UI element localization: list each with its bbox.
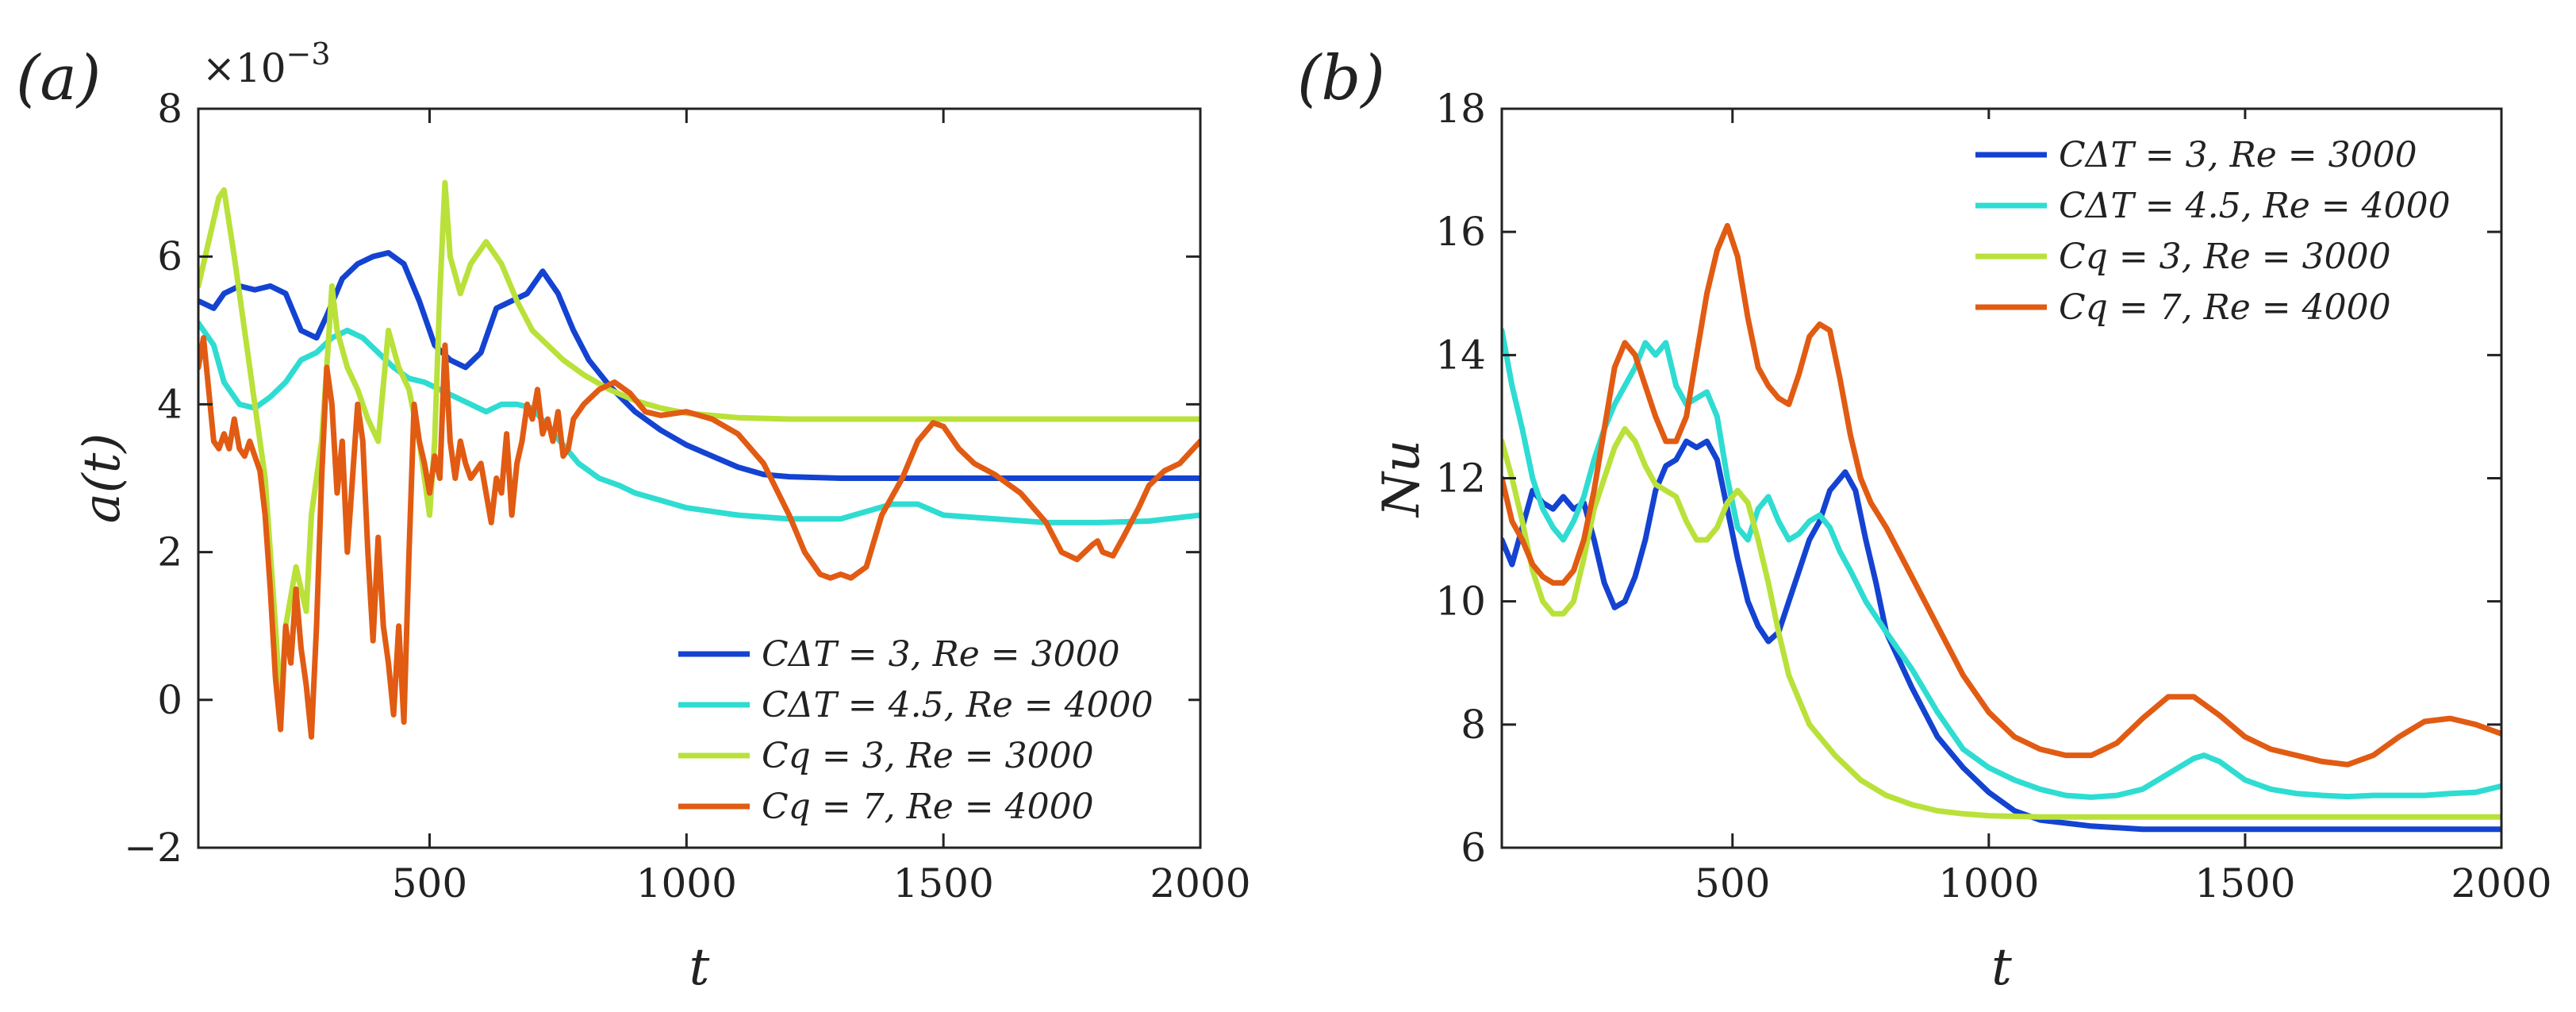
series-group — [1502, 222, 2501, 833]
x-axis-label: t — [1991, 938, 2012, 997]
x-axis-label: t — [689, 938, 710, 997]
y-multiplier-base: ×10 — [202, 45, 286, 91]
y-tick-label: 8 — [1461, 702, 1486, 748]
legend-entry: CΔT = 3, Re = 3000 — [2059, 135, 2417, 175]
legend: CΔT = 3, Re = 3000 CΔT = 4.5, Re = 4000 Cq… — [669, 629, 1188, 833]
y-tick-label: 6 — [157, 233, 182, 279]
y-multiplier-exponent: −3 — [286, 37, 331, 71]
series-line-2 — [198, 320, 1200, 525]
x-tick-label: 2000 — [1150, 860, 1250, 906]
y-multiplier: ×10−3 — [202, 37, 331, 91]
x-tick-label: 500 — [392, 860, 467, 906]
x-tick-label: 2000 — [2451, 860, 2551, 906]
series-line-3 — [1502, 425, 2501, 820]
y-tick-label: 0 — [157, 677, 182, 723]
panel-label: (a) — [16, 43, 101, 114]
plot-frame — [197, 107, 1202, 849]
y-tick-label: 4 — [157, 381, 182, 427]
x-tick-label: 1500 — [2194, 860, 2295, 906]
chart-panel-a: 500 1000 1500 2000 −2 0 2 4 6 8 t a(t) (a) ×10−3 CΔT =… — [16, 37, 1251, 997]
series-line-1 — [1502, 438, 2501, 833]
series-line-4 — [1502, 222, 2501, 768]
x-tick-label: 1000 — [1938, 860, 2039, 906]
x-tick-label: 500 — [1695, 860, 1770, 906]
legend-entry: CΔT = 3, Re = 3000 — [762, 634, 1120, 675]
legend: CΔT = 3, Re = 3000 CΔT = 4.5, Re = 4000 Cq… — [1964, 119, 2487, 333]
series-line-3 — [198, 179, 1200, 710]
series-line-4 — [198, 335, 1200, 740]
y-tick-label: 18 — [1435, 86, 1486, 132]
y-tick-label: −2 — [124, 825, 182, 871]
y-tick-label: 12 — [1435, 456, 1486, 502]
x-tick-label: 1500 — [893, 860, 994, 906]
y-axis-label: a(t) — [73, 433, 132, 524]
legend-box — [669, 629, 1188, 833]
y-tick-label: 2 — [157, 529, 182, 575]
legend-entry: Cq = 3, Re = 3000 — [2059, 237, 2391, 277]
y-tick-label: 14 — [1435, 332, 1486, 378]
legend-entry: Cq = 7, Re = 4000 — [2059, 287, 2391, 328]
legend-box — [1964, 119, 2487, 333]
legend-entry: CΔT = 4.5, Re = 4000 — [762, 685, 1154, 725]
chart-panel-b: 500 1000 1500 2000 6 8 10 12 14 16 18 t Nu (b) CΔT = 3… — [1297, 43, 2552, 997]
y-tick-label: 6 — [1461, 825, 1486, 871]
y-axis-label: Nu — [1372, 440, 1431, 518]
legend-entry: Cq = 7, Re = 4000 — [762, 787, 1094, 827]
y-tick-label: 16 — [1435, 209, 1486, 255]
legend-entry: CΔT = 4.5, Re = 4000 — [2059, 186, 2451, 226]
series-group — [198, 179, 1200, 740]
panel-label: (b) — [1297, 43, 1385, 114]
y-tick-label: 8 — [157, 86, 182, 132]
series-line-1 — [198, 250, 1200, 481]
x-tick-label: 1000 — [636, 860, 737, 906]
y-tick-label: 10 — [1435, 579, 1486, 625]
legend-entry: Cq = 3, Re = 3000 — [762, 736, 1094, 776]
